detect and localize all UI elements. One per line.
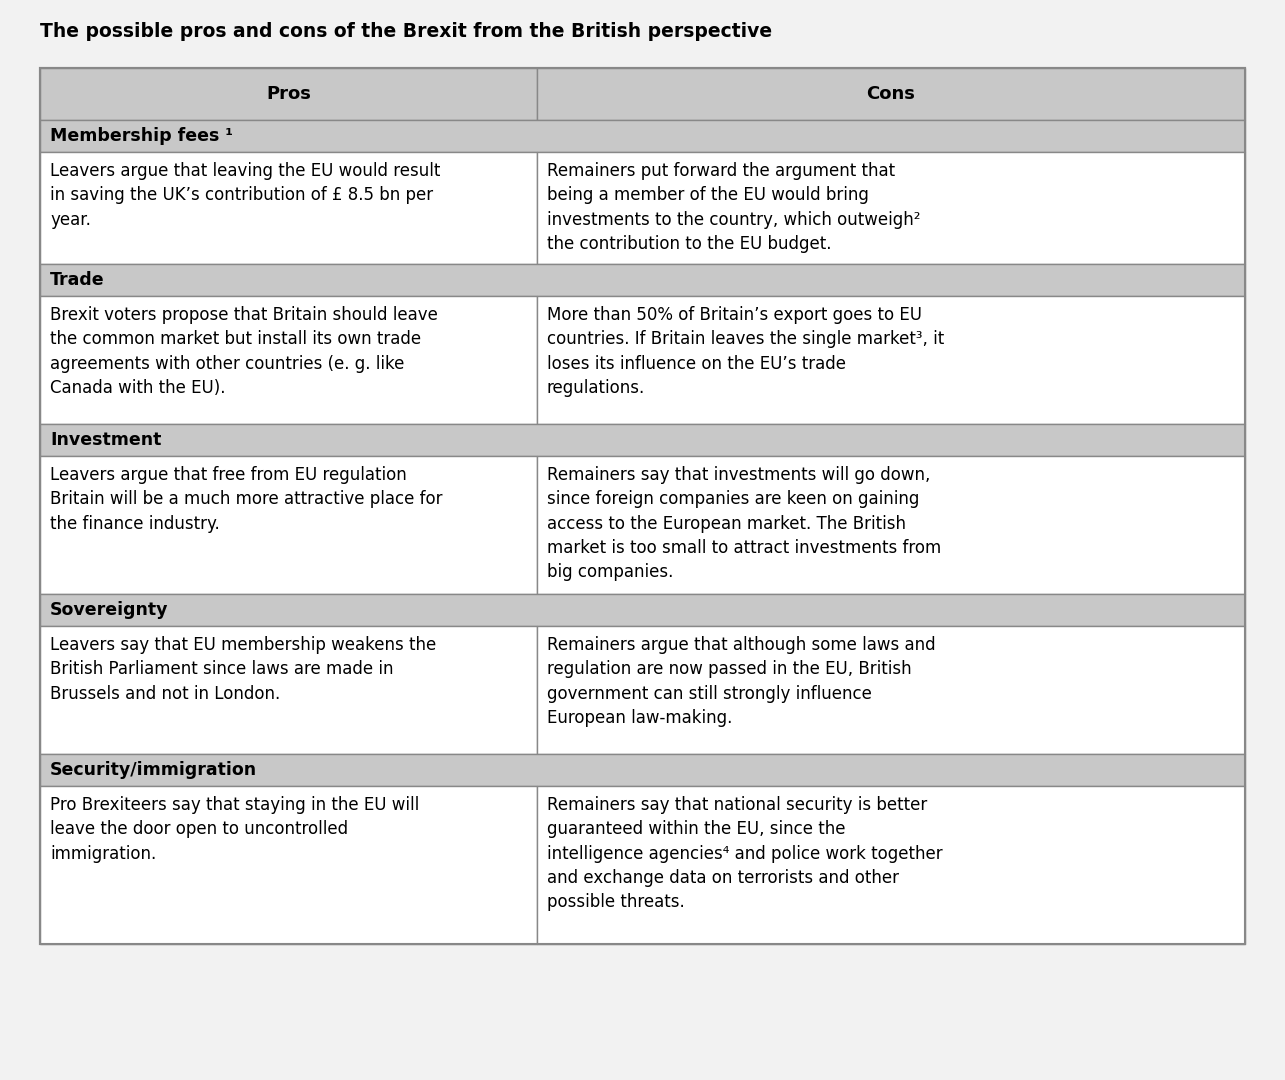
Text: Pro Brexiteers say that staying in the EU will
leave the door open to uncontroll: Pro Brexiteers say that staying in the E… (50, 796, 419, 863)
Text: Brexit voters propose that Britain should leave
the common market but install it: Brexit voters propose that Britain shoul… (50, 306, 438, 396)
Text: Cons: Cons (866, 85, 915, 103)
Bar (40, 786, 537, 944)
Bar (40, 68, 1245, 944)
Text: Remainers put forward the argument that
being a member of the EU would bring
inv: Remainers put forward the argument that … (547, 162, 920, 253)
Bar (537, 296, 1245, 424)
Text: Leavers argue that leaving the EU would result
in saving the UK’s contribution o: Leavers argue that leaving the EU would … (50, 162, 441, 229)
Text: Leavers say that EU membership weakens the
British Parliament since laws are mad: Leavers say that EU membership weakens t… (50, 636, 436, 703)
Bar (40, 456, 537, 594)
Bar (40, 120, 1245, 152)
Text: Security/immigration: Security/immigration (50, 761, 257, 779)
Text: Remainers say that investments will go down,
since foreign companies are keen on: Remainers say that investments will go d… (547, 465, 941, 581)
Bar (40, 296, 537, 424)
Text: Remainers argue that although some laws and
regulation are now passed in the EU,: Remainers argue that although some laws … (547, 636, 935, 727)
Bar (537, 456, 1245, 594)
Bar (40, 264, 1245, 296)
Bar (537, 68, 1245, 120)
Bar (40, 594, 1245, 626)
Text: Sovereignty: Sovereignty (50, 600, 168, 619)
Bar (40, 626, 537, 754)
Bar (40, 424, 1245, 456)
Bar (537, 152, 1245, 264)
Text: Investment: Investment (50, 431, 162, 449)
Text: More than 50% of Britain’s export goes to EU
countries. If Britain leaves the si: More than 50% of Britain’s export goes t… (547, 306, 944, 396)
Text: Leavers argue that free from EU regulation
Britain will be a much more attractiv: Leavers argue that free from EU regulati… (50, 465, 442, 532)
Bar (40, 152, 537, 264)
Bar (40, 754, 1245, 786)
Text: Remainers say that national security is better
guaranteed within the EU, since t: Remainers say that national security is … (547, 796, 943, 912)
Bar (40, 68, 537, 120)
Bar (537, 786, 1245, 944)
Text: Trade: Trade (50, 271, 104, 289)
Text: Pros: Pros (266, 85, 311, 103)
Text: The possible pros and cons of the Brexit from the British perspective: The possible pros and cons of the Brexit… (40, 22, 772, 41)
Text: Membership fees ¹: Membership fees ¹ (50, 127, 233, 145)
Bar (40, 68, 1245, 944)
Bar (537, 626, 1245, 754)
